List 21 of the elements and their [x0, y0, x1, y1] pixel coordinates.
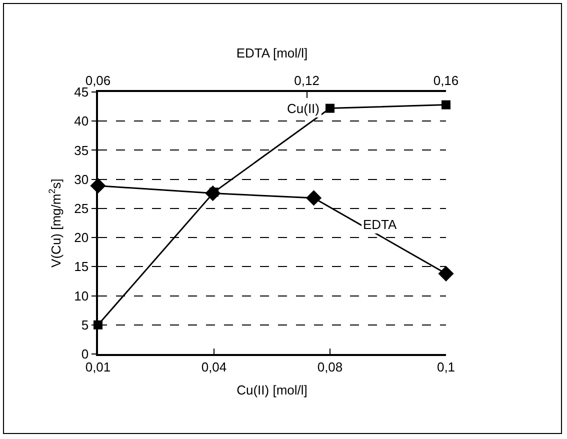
x-axis-title: Cu(II) [mol/l]: [236, 382, 308, 398]
series-label: EDTA: [363, 217, 398, 232]
y-tick-label: 20: [74, 230, 89, 246]
x-tick-label: 0,01: [85, 359, 111, 374]
x2-axis-title: EDTA [mol/l]: [236, 46, 308, 60]
x2-tick-label: 0,12: [294, 73, 320, 88]
y-tick-label: 10: [74, 288, 89, 304]
y-tick-label: 15: [74, 259, 89, 274]
x2-tick-label: 0,16: [433, 73, 459, 88]
y-tick-label: 5: [81, 317, 89, 332]
point: [326, 104, 334, 113]
series-label: Cu(II): [287, 101, 320, 116]
y-tick-label: 35: [74, 142, 89, 158]
y-tick-label: 30: [74, 172, 89, 187]
x-tick-label: 0,1: [436, 359, 456, 374]
y-tick-label: 0: [81, 346, 89, 362]
point: [442, 100, 450, 110]
x-tick-label: 0,04: [201, 359, 227, 374]
y-tick-label: 25: [74, 200, 89, 216]
y-tick-label: 40: [74, 114, 89, 129]
x-tick-label: 0,08: [317, 359, 343, 374]
